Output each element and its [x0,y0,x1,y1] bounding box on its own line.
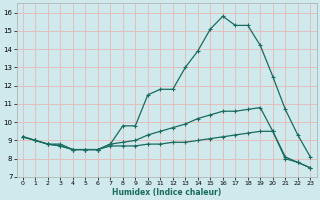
X-axis label: Humidex (Indice chaleur): Humidex (Indice chaleur) [112,188,221,197]
